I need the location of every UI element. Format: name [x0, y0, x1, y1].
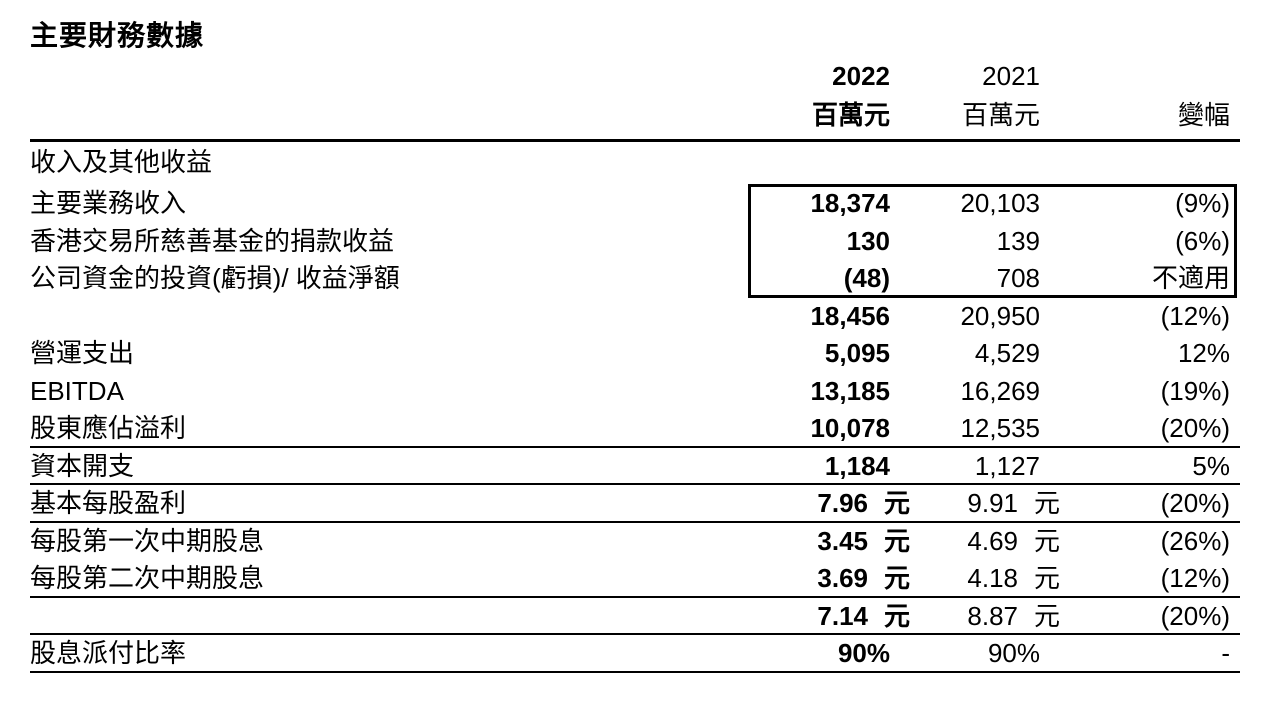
value-change: 不適用 [1151, 263, 1230, 293]
table-row: 股息派付比率 90% 90% - [30, 635, 1240, 673]
row-label: 基本每股盈利 [30, 488, 187, 518]
value-2022: 18,456 [810, 300, 890, 331]
table-row: 每股第一次中期股息 3.45 元 4.69 元 (26%) [30, 523, 1240, 561]
value-change: (26%) [1160, 525, 1230, 556]
table-row: 每股第二次中期股息 3.69 元 4.18 元 (12%) [30, 560, 1240, 598]
table-row: 資本開支 1,184 1,127 5% [30, 448, 1240, 485]
column-header-unit-2022: 百萬元 [811, 100, 890, 130]
value-change: (20%) [1160, 413, 1230, 443]
value-2021: 4.18 元 [890, 560, 1060, 598]
value-2021: 16,269 [960, 375, 1040, 406]
value-2021: 8.87 元 [890, 598, 1060, 636]
value-2022: 90% [837, 638, 890, 668]
value-change: (20%) [1160, 600, 1230, 631]
value-2022: (48) [843, 263, 890, 293]
value-2022: 10,078 [810, 413, 890, 443]
unit-2022: 元 [883, 525, 910, 556]
value-change [1040, 143, 1230, 185]
header-divider-rule [30, 139, 1240, 142]
row-label: 資本開支 [30, 450, 135, 481]
table-row: 股東應佔溢利 10,078 12,535 (20%) [30, 410, 1240, 448]
unit-2021: 元 [1033, 600, 1060, 631]
value-change: (6%) [1175, 225, 1230, 256]
value-2022: 7.14 元 [742, 598, 910, 636]
value-2022: 7.96 元 [742, 485, 910, 523]
value-2022: 3.45 元 [742, 523, 910, 561]
unit-2022: 元 [883, 563, 910, 593]
unit-2022: 元 [883, 600, 910, 631]
table-row: 香港交易所慈善基金的捐款收益 130 139 (6%) [30, 223, 1240, 261]
column-header-unit-2021: 百萬元 [961, 100, 1040, 130]
value-change: 12% [1177, 338, 1230, 368]
value-2021: 90% [987, 638, 1040, 668]
value-change: (20%) [1160, 488, 1230, 518]
column-header-change: 變幅 [1177, 100, 1230, 130]
row-label [30, 598, 742, 636]
value-2022: 130 [846, 225, 890, 256]
row-label: 主要業務收入 [30, 188, 187, 218]
unit-2022: 元 [883, 488, 910, 518]
value-change: - [1221, 638, 1230, 668]
row-label: 每股第二次中期股息 [30, 563, 265, 593]
value-2022: 18,374 [810, 188, 890, 218]
value-change: (12%) [1160, 300, 1230, 331]
value-2021: 20,103 [960, 188, 1040, 218]
value-2021: 4,529 [974, 338, 1040, 368]
row-label: 公司資金的投資(虧損)/ 收益淨額 [30, 263, 400, 293]
value-2021: 1,127 [974, 450, 1040, 481]
column-header-year-2021: 2021 [982, 61, 1040, 91]
row-label: 香港交易所慈善基金的捐款收益 [30, 225, 395, 256]
row-label: 每股第一次中期股息 [30, 525, 265, 556]
table-body: 收入及其他收益 主要業務收入 18,374 20,103 (9%) 香港交易所慈… [30, 143, 1240, 673]
value-2022 [742, 143, 890, 185]
value-change: (12%) [1160, 563, 1230, 593]
value-2022: 13,185 [810, 375, 890, 406]
table-row: 營運支出 5,095 4,529 12% [30, 335, 1240, 373]
value-change: (9%) [1175, 188, 1230, 218]
table-row: 18,456 20,950 (12%) [30, 298, 1240, 336]
table-row: 主要業務收入 18,374 20,103 (9%) [30, 185, 1240, 223]
value-2021: 9.91 元 [890, 485, 1060, 523]
value-2021 [890, 143, 1040, 185]
row-label: 收入及其他收益 [30, 147, 213, 177]
table-row: EBITDA 13,185 16,269 (19%) [30, 373, 1240, 411]
row-label [30, 298, 742, 336]
unit-2021: 元 [1033, 488, 1060, 518]
value-2022: 3.69 元 [742, 560, 910, 598]
column-header-year-2022: 2022 [832, 61, 890, 91]
table-row: 收入及其他收益 [30, 143, 1240, 185]
value-2021: 139 [996, 225, 1040, 256]
value-2022: 5,095 [824, 338, 890, 368]
value-change: (19%) [1160, 375, 1230, 406]
unit-2021: 元 [1033, 563, 1060, 593]
value-2021: 20,950 [960, 300, 1040, 331]
table-row: 公司資金的投資(虧損)/ 收益淨額 (48) 708 不適用 [30, 260, 1240, 298]
row-label: 股息派付比率 [30, 638, 187, 668]
row-label: 股東應佔溢利 [30, 413, 187, 443]
value-2021: 12,535 [960, 413, 1040, 443]
row-label: 營運支出 [30, 338, 135, 368]
page-title: 主要財務數據 [30, 20, 205, 51]
value-2021: 708 [996, 263, 1040, 293]
value-2022: 1,184 [824, 450, 890, 481]
row-label: EBITDA [30, 375, 124, 406]
value-change: 5% [1192, 450, 1230, 481]
table-row: 7.14 元 8.87 元 (20%) [30, 598, 1240, 636]
table-row: 基本每股盈利 7.96 元 9.91 元 (20%) [30, 485, 1240, 523]
unit-2021: 元 [1033, 525, 1060, 556]
value-2021: 4.69 元 [890, 523, 1060, 561]
